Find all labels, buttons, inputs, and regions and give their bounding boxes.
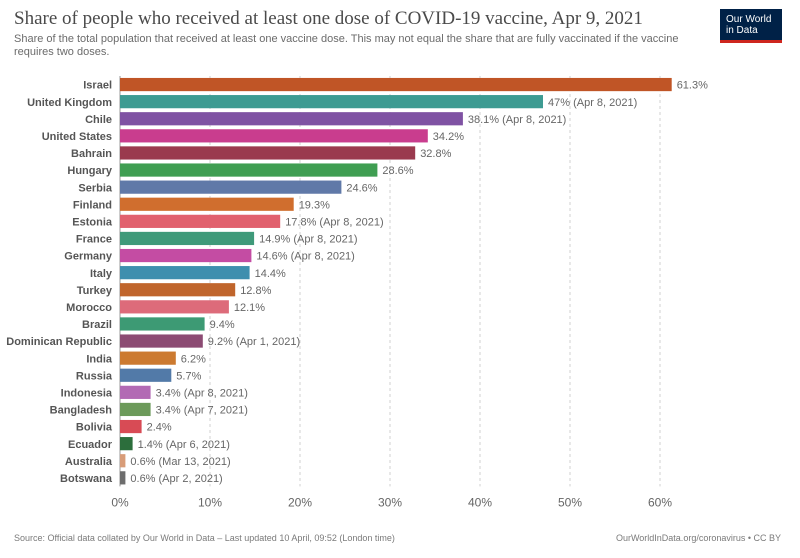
bar[interactable] [120, 334, 203, 348]
category-label: India [86, 353, 113, 365]
bar[interactable] [120, 266, 250, 280]
category-label: Germany [64, 251, 113, 263]
value-label: 14.4% [255, 268, 286, 280]
category-label: Bangladesh [50, 405, 113, 417]
value-label: 38.1% (Apr 8, 2021) [468, 114, 566, 126]
category-label: United States [42, 131, 112, 143]
bar[interactable] [120, 471, 126, 485]
category-label: Botswana [60, 473, 113, 485]
x-tick-label: 30% [378, 495, 402, 509]
category-label: Serbia [78, 182, 113, 194]
value-label: 28.6% [382, 165, 413, 177]
bar[interactable] [120, 402, 151, 417]
value-label: 6.2% [181, 353, 206, 365]
category-label: Brazil [82, 319, 112, 331]
category-label: Finland [73, 199, 112, 211]
value-label: 17.8% (Apr 8, 2021) [285, 216, 383, 228]
bar[interactable] [120, 385, 151, 399]
bar[interactable] [120, 214, 281, 228]
bar[interactable] [120, 317, 205, 331]
value-label: 61.3% [677, 80, 708, 92]
category-label: Indonesia [61, 387, 113, 399]
bar-chart: 0% 10% 20% 30% 40% 50% 60% Israel 61.3% United Ki… [6, 76, 708, 509]
source-url[interactable]: OurWorldInData.org/coronavirus • CC BY [615, 533, 781, 543]
bar[interactable] [120, 419, 142, 434]
category-label: Israel [83, 80, 112, 92]
bar[interactable] [120, 77, 672, 92]
category-label: Bahrain [71, 148, 112, 160]
bar[interactable] [120, 351, 176, 365]
value-label: 12.1% [234, 302, 265, 314]
x-tick-label: 0% [111, 495, 129, 509]
category-label: Turkey [77, 285, 113, 297]
category-label: Australia [65, 456, 113, 468]
bar[interactable] [120, 300, 229, 314]
source-note[interactable]: Source: Official data collated by Our Wo… [14, 533, 395, 543]
bar[interactable] [120, 163, 378, 177]
value-label: 12.8% [240, 285, 271, 297]
owid-logo[interactable]: Our World in Data [720, 9, 782, 43]
x-tick-label: 20% [288, 495, 312, 509]
category-label: Chile [85, 114, 112, 126]
bar[interactable] [120, 437, 133, 451]
value-label: 24.6% [346, 182, 377, 194]
chart-title: Share of people who received at least on… [14, 8, 643, 29]
category-label: United Kingdom [27, 97, 112, 109]
x-tick-label: 10% [198, 495, 222, 509]
value-label: 9.2% (Apr 1, 2021) [208, 336, 300, 348]
bar[interactable] [120, 283, 236, 297]
value-label: 19.3% [299, 199, 330, 211]
category-label: Italy [90, 268, 113, 280]
bar[interactable] [120, 180, 342, 194]
bar[interactable] [120, 454, 126, 468]
category-label: Hungary [67, 165, 113, 177]
value-label: 3.4% (Apr 8, 2021) [156, 387, 248, 399]
bar[interactable] [120, 129, 428, 143]
value-label: 3.4% (Apr 7, 2021) [156, 405, 248, 417]
value-label: 47% (Apr 8, 2021) [548, 97, 637, 109]
bar[interactable] [120, 231, 255, 246]
value-label: 9.4% [210, 319, 235, 331]
chart-subtitle: Share of the total population that recei… [14, 33, 679, 58]
bar[interactable] [120, 146, 416, 160]
value-label: 32.8% [420, 148, 451, 160]
value-label: 5.7% [176, 370, 201, 382]
value-label: 1.4% (Apr 6, 2021) [138, 439, 230, 451]
bar[interactable] [120, 95, 543, 109]
category-label: Morocco [66, 302, 112, 314]
category-label: Russia [76, 370, 113, 382]
value-label: 0.6% (Apr 2, 2021) [130, 473, 222, 485]
value-label: 2.4% [147, 422, 172, 434]
category-label: Dominican Republic [6, 336, 112, 348]
value-label: 14.9% (Apr 8, 2021) [259, 234, 357, 246]
bar[interactable] [120, 197, 294, 211]
value-label: 0.6% (Mar 13, 2021) [130, 456, 230, 468]
bar[interactable] [120, 112, 463, 126]
x-tick-label: 60% [648, 495, 672, 509]
logo-line-1: Our World [726, 14, 772, 25]
category-label: Ecuador [68, 439, 113, 451]
x-tick-label: 40% [468, 495, 492, 509]
category-label: France [76, 234, 112, 246]
x-tick-label: 50% [558, 495, 582, 509]
logo-line-2: in Data [726, 25, 758, 36]
category-label: Bolivia [76, 422, 113, 434]
bar[interactable] [120, 368, 172, 382]
category-label: Estonia [72, 216, 113, 228]
bar[interactable] [120, 248, 252, 263]
value-label: 34.2% [433, 131, 464, 143]
value-label: 14.6% (Apr 8, 2021) [256, 251, 354, 263]
